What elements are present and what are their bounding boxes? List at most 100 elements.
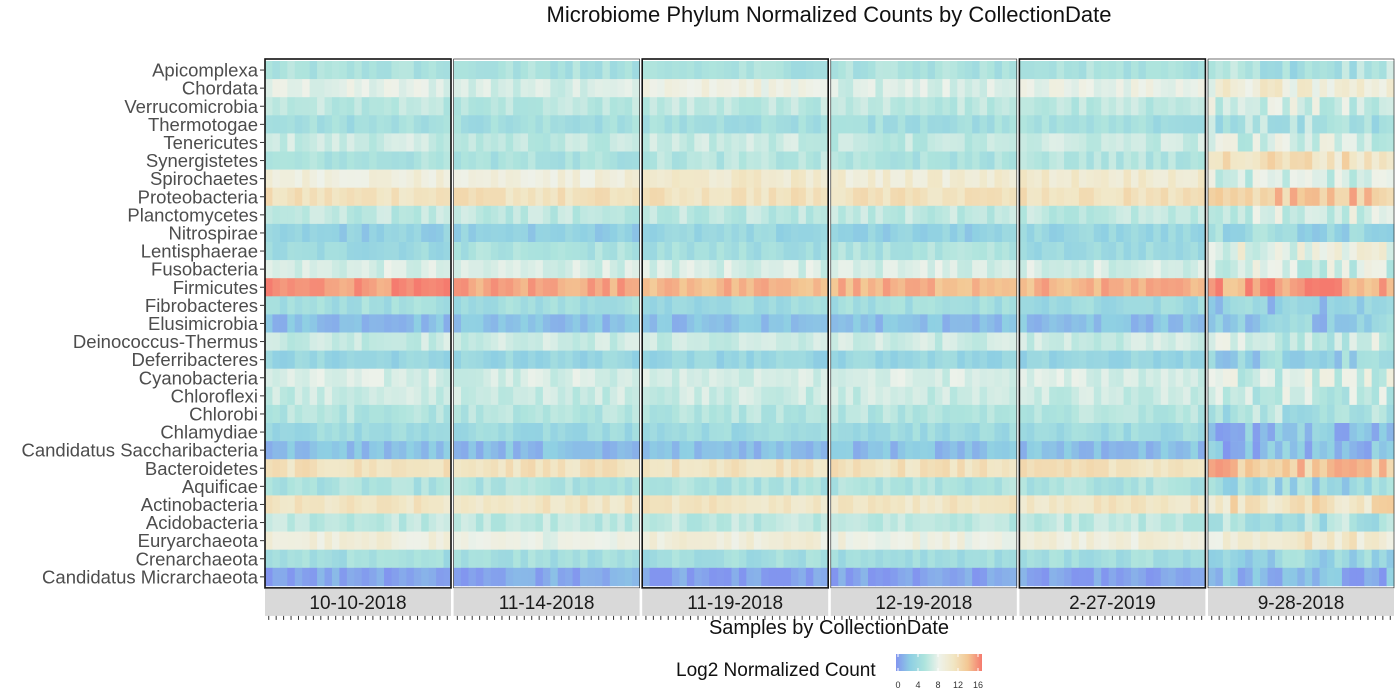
heatmap-cell	[1319, 314, 1328, 333]
heatmap-cell	[927, 61, 936, 80]
heatmap-cell	[738, 278, 747, 297]
heatmap-cell	[1327, 61, 1335, 80]
heatmap-cell	[1230, 187, 1239, 207]
heatmap-cell	[346, 404, 355, 424]
heatmap-cell	[1379, 205, 1387, 225]
heatmap-cell	[964, 187, 973, 207]
heatmap-cell	[1349, 423, 1358, 442]
heatmap-cell	[768, 531, 777, 550]
heatmap-cell	[1197, 169, 1206, 188]
heatmap-cell	[1386, 223, 1395, 243]
heatmap-cell	[490, 567, 499, 587]
heatmap-cell	[468, 260, 477, 279]
heatmap-cell	[642, 169, 651, 188]
heatmap-cell	[265, 205, 273, 225]
heatmap-cell	[265, 260, 273, 279]
heatmap-cell	[1274, 61, 1283, 80]
heatmap-cell	[934, 495, 943, 514]
heatmap-cell	[860, 260, 869, 279]
heatmap-cell	[498, 350, 507, 369]
heatmap-cell	[964, 368, 973, 388]
heatmap-cell	[565, 151, 574, 170]
heatmap-cell	[1086, 296, 1095, 315]
heatmap-cell	[820, 115, 829, 134]
y-tick-label: Chlamydiae	[160, 422, 258, 443]
heatmap-cell	[1041, 368, 1050, 388]
heatmap-cell	[602, 477, 611, 496]
heatmap-cell	[1319, 350, 1328, 369]
heatmap-cell	[776, 549, 784, 569]
heatmap-cell	[1237, 513, 1246, 532]
heatmap-cell	[1282, 223, 1291, 243]
heatmap-cell	[1049, 61, 1057, 80]
heatmap-cell	[1086, 368, 1095, 388]
heatmap-cell	[1334, 495, 1343, 514]
heatmap-cell	[520, 513, 529, 532]
heatmap-cell	[1183, 223, 1191, 243]
heatmap-cell	[957, 278, 966, 297]
heatmap-cell	[1237, 549, 1246, 569]
heatmap-cell	[1131, 477, 1139, 496]
heatmap-cell	[1349, 187, 1358, 207]
heatmap-cell	[1267, 296, 1276, 315]
heatmap-cell	[287, 278, 296, 297]
heatmap-cell	[738, 260, 747, 279]
heatmap-cell	[1019, 332, 1028, 351]
heatmap-cell	[1056, 205, 1065, 225]
heatmap-cell	[1183, 459, 1191, 478]
heatmap-cell	[1056, 79, 1065, 98]
heatmap-cell	[535, 531, 544, 550]
heatmap-cell	[1101, 386, 1110, 406]
heatmap-cell	[1183, 350, 1191, 369]
heatmap-cell	[1160, 79, 1169, 98]
heatmap-cell	[361, 368, 370, 388]
heatmap-cell	[731, 332, 740, 351]
heatmap-cell	[1289, 223, 1298, 243]
heatmap-cell	[294, 79, 303, 98]
heatmap-cell	[1379, 513, 1387, 532]
heatmap-cell	[716, 260, 725, 279]
heatmap-cell	[1175, 495, 1184, 514]
heatmap-cell	[912, 260, 921, 279]
heatmap-cell	[317, 567, 325, 587]
heatmap-cell	[483, 133, 492, 152]
heatmap-cell	[724, 350, 732, 369]
heatmap-cell	[468, 459, 477, 478]
heatmap-cell	[868, 513, 876, 532]
heatmap-cell	[679, 368, 688, 388]
heatmap-cell	[761, 314, 770, 333]
heatmap-cell	[1252, 205, 1261, 225]
heatmap-cell	[535, 459, 544, 478]
heatmap-cell	[475, 531, 484, 550]
heatmap-cell	[738, 223, 747, 243]
heatmap-cell	[331, 368, 340, 388]
heatmap-cell	[701, 549, 710, 569]
heatmap-cell	[572, 205, 581, 225]
heatmap-cell	[1064, 386, 1072, 406]
heatmap-cell	[1056, 314, 1065, 333]
heatmap-cell	[475, 169, 484, 188]
heatmap-cell	[369, 187, 377, 207]
heatmap-cell	[331, 495, 340, 514]
heatmap-cell	[830, 423, 839, 442]
heatmap-cell	[1386, 441, 1395, 460]
heatmap-cell	[617, 549, 626, 569]
heatmap-cell	[1019, 296, 1028, 315]
heatmap-cell	[1160, 441, 1169, 460]
heatmap-cell	[557, 296, 566, 315]
heatmap-cell	[339, 61, 348, 80]
heatmap-cell	[1168, 531, 1177, 550]
heatmap-cell	[498, 260, 507, 279]
heatmap-cell	[587, 223, 596, 243]
heatmap-cell	[505, 169, 514, 188]
heatmap-cell	[1019, 477, 1028, 496]
heatmap-cell	[1208, 115, 1216, 134]
heatmap-cell	[498, 115, 507, 134]
heatmap-cell	[761, 187, 770, 207]
heatmap-cell	[776, 332, 784, 351]
heatmap-cell	[1071, 223, 1080, 243]
heatmap-cell	[309, 404, 318, 424]
heatmap-cell	[1131, 423, 1139, 442]
heatmap-cell	[594, 169, 603, 188]
heatmap-cell	[1386, 115, 1395, 134]
